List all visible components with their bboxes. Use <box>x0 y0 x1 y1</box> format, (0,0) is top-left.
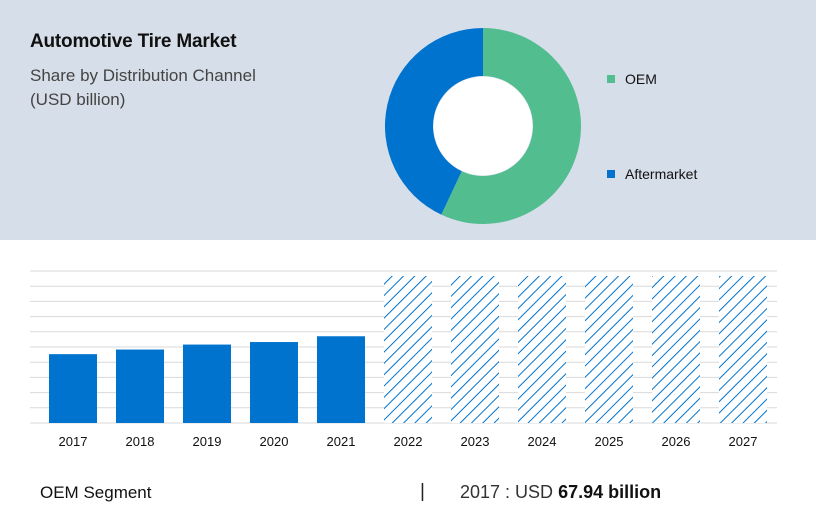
bar-2027 <box>719 276 767 423</box>
bar-2024 <box>518 276 566 423</box>
bar-2017 <box>49 354 97 423</box>
x-tick-label-2017: 2017 <box>59 434 88 449</box>
segment-label: OEM Segment <box>40 483 152 502</box>
x-tick-label-2019: 2019 <box>193 434 222 449</box>
x-tick-label-2020: 2020 <box>260 434 289 449</box>
bar-2026 <box>652 276 700 423</box>
bar-2022 <box>384 276 432 423</box>
legend-item-aftermarket: Aftermarket <box>607 166 697 182</box>
chart-subtitle: Share by Distribution Channel (USD billi… <box>30 64 330 112</box>
chart-title: Automotive Tire Market <box>30 31 237 52</box>
x-tick-label-2027: 2027 <box>729 434 758 449</box>
bar-2019 <box>183 344 231 423</box>
x-tick-label-2025: 2025 <box>595 434 624 449</box>
x-tick-label-2021: 2021 <box>327 434 356 449</box>
footer-separator: | <box>420 481 425 502</box>
x-tick-label-2018: 2018 <box>126 434 155 449</box>
donut-slice-aftermarket <box>384 27 483 215</box>
x-tick-label-2024: 2024 <box>528 434 557 449</box>
bar-2018 <box>116 349 164 423</box>
bar-2020 <box>250 342 298 423</box>
bar-2021 <box>317 336 365 423</box>
donut-chart <box>384 27 581 224</box>
donut-slice-oem <box>441 28 581 224</box>
segment-value: 2017 : USD 67.94 billion <box>460 482 661 503</box>
legend-item-oem: OEM <box>607 71 657 87</box>
x-tick-label-2022: 2022 <box>394 434 423 449</box>
bar-2023 <box>451 276 499 423</box>
legend-label-aftermarket: Aftermarket <box>625 166 698 182</box>
segment-year-prefix: 2017 : USD <box>460 482 554 502</box>
legend-swatch-aftermarket <box>607 170 615 178</box>
x-tick-label-2023: 2023 <box>461 434 490 449</box>
legend-label-oem: OEM <box>625 71 657 87</box>
bar-2025 <box>585 276 633 423</box>
subtitle-line-2: (USD billion) <box>30 90 126 109</box>
segment-value-amount: 67.94 billion <box>558 482 662 502</box>
x-tick-label-2026: 2026 <box>662 434 691 449</box>
donut-hole <box>433 76 533 176</box>
legend-swatch-oem <box>607 75 615 83</box>
subtitle-line-1: Share by Distribution Channel <box>30 66 256 85</box>
